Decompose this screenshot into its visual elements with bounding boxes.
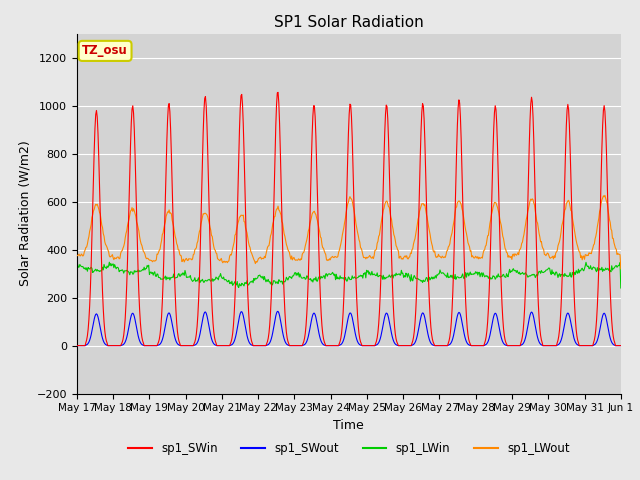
- Y-axis label: Solar Radiation (W/m2): Solar Radiation (W/m2): [18, 141, 31, 287]
- X-axis label: Time: Time: [333, 419, 364, 432]
- Text: TZ_osu: TZ_osu: [82, 44, 128, 58]
- Legend: sp1_SWin, sp1_SWout, sp1_LWin, sp1_LWout: sp1_SWin, sp1_SWout, sp1_LWin, sp1_LWout: [124, 437, 574, 460]
- Title: SP1 Solar Radiation: SP1 Solar Radiation: [274, 15, 424, 30]
